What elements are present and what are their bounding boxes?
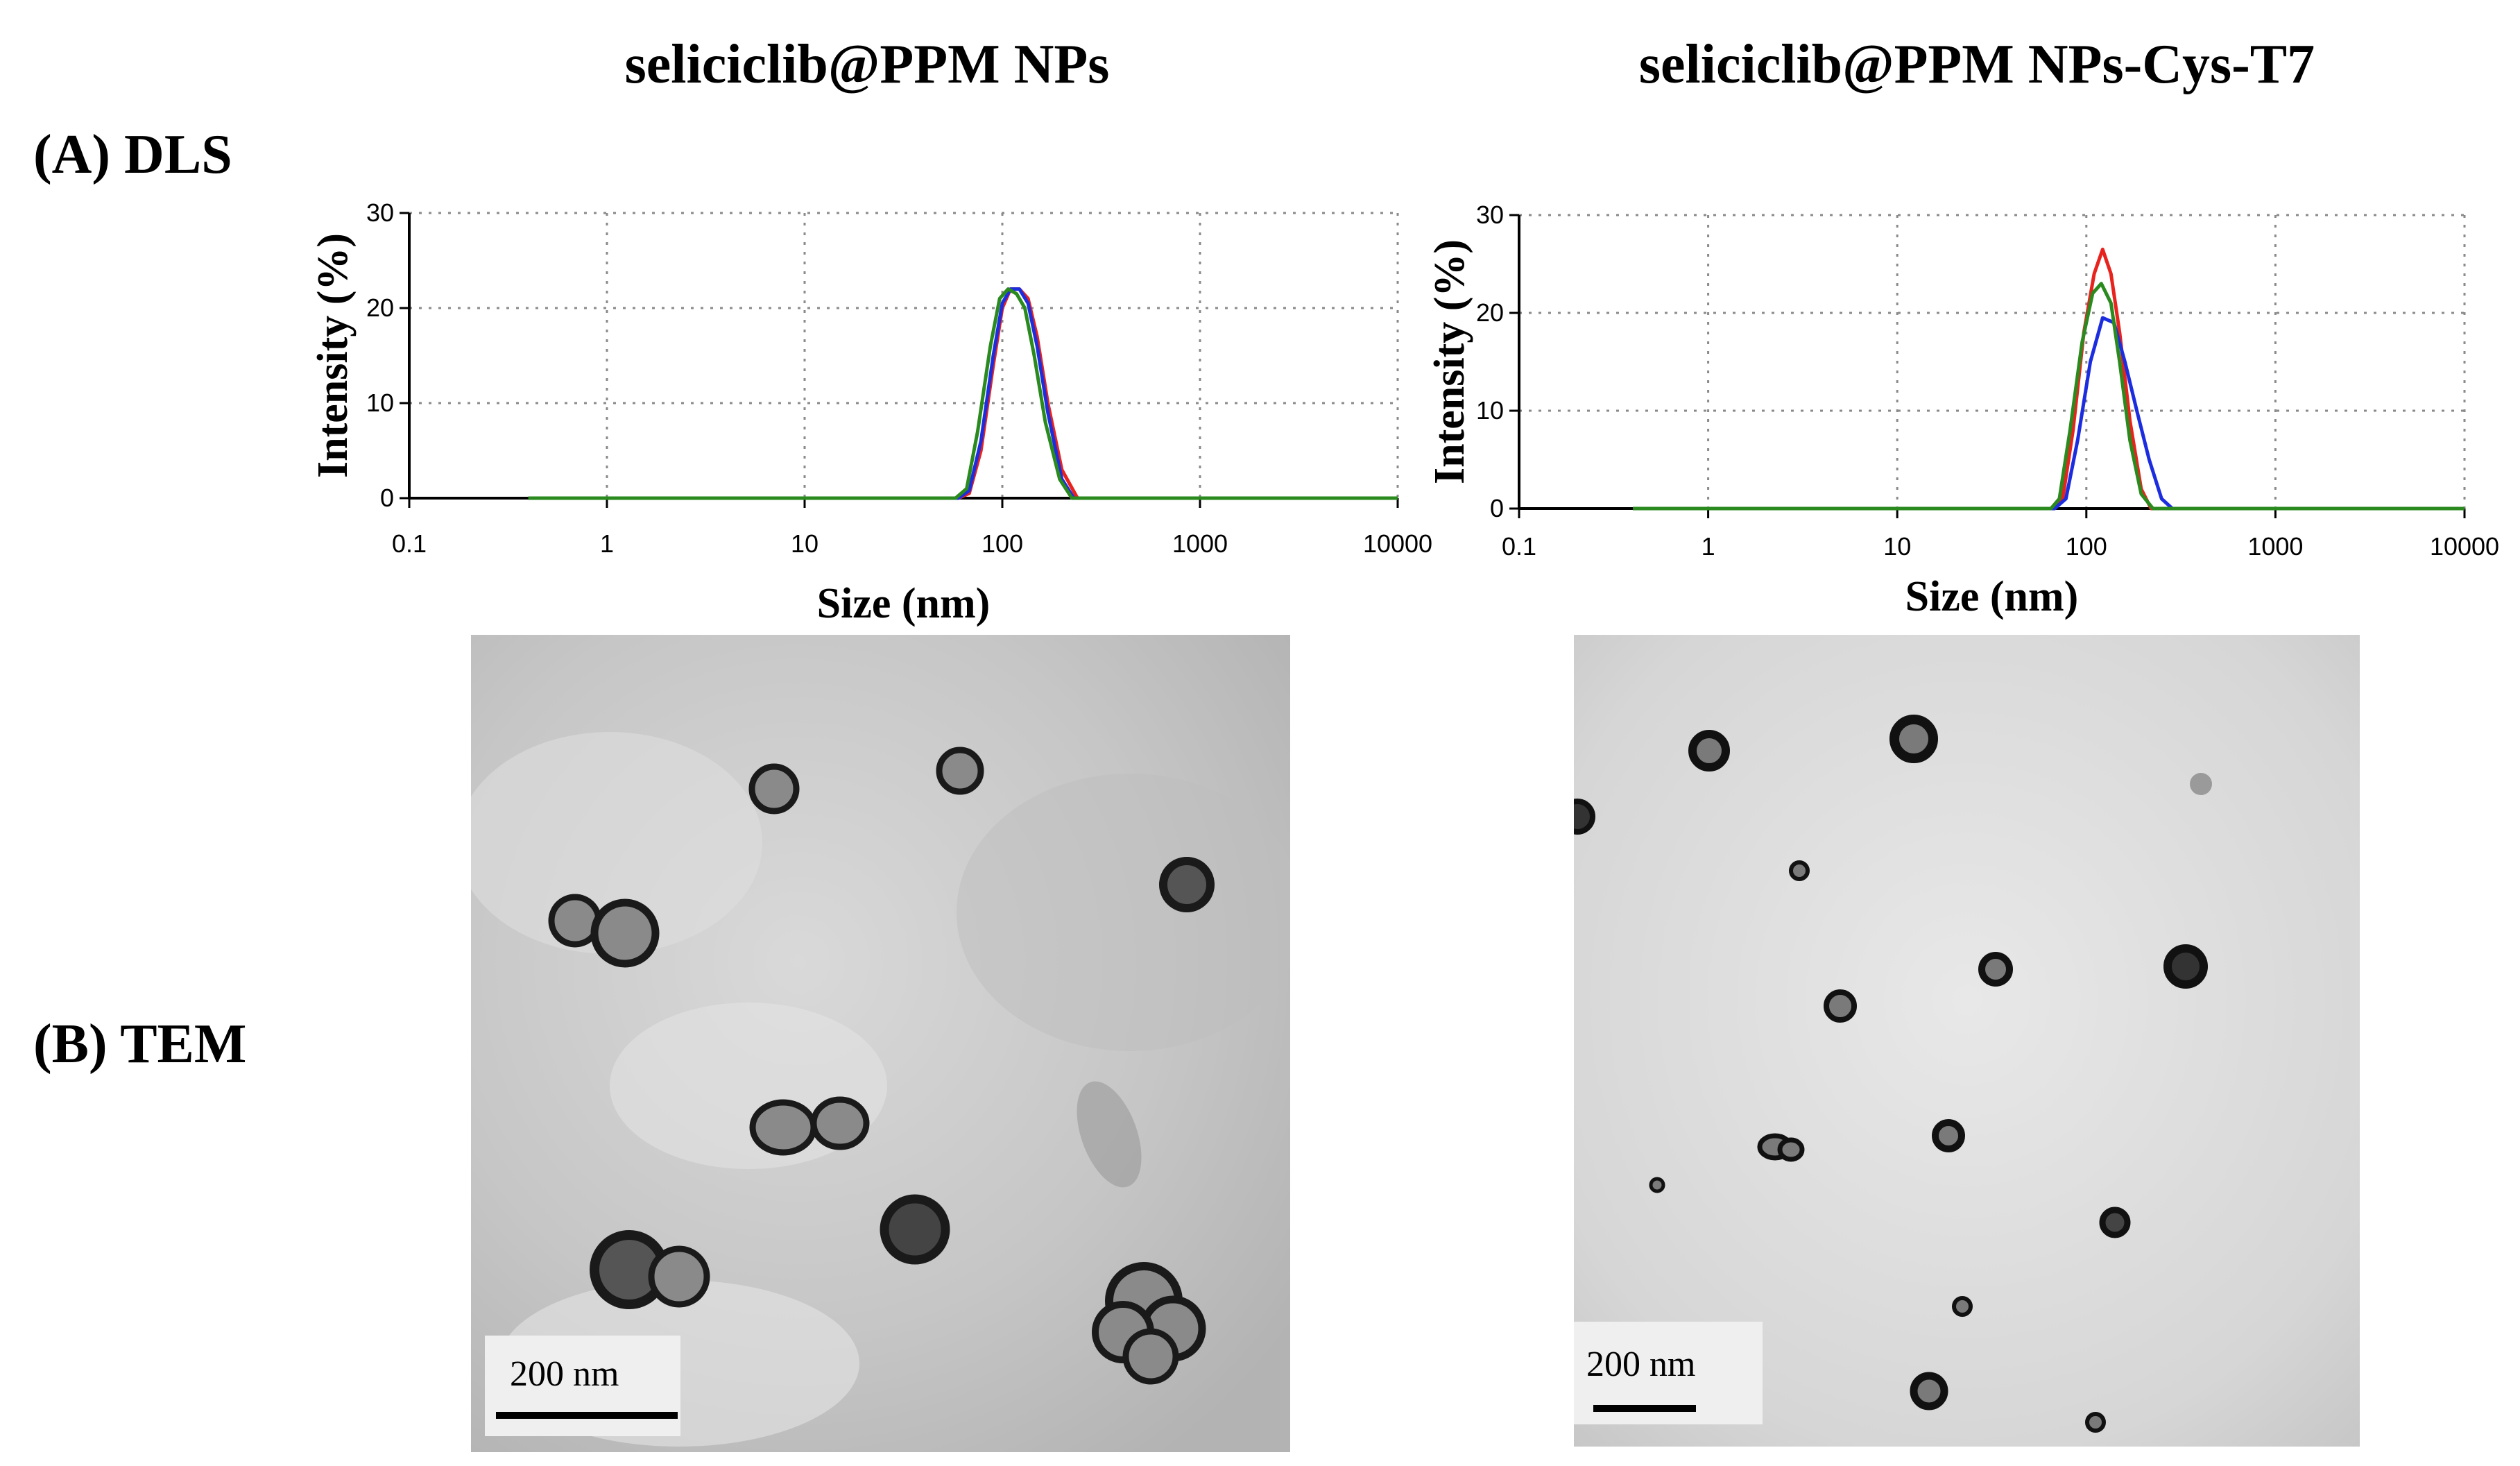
panel-title-left: seliciclib@PPM NPs	[624, 34, 1110, 95]
y-tick-label: 30	[366, 198, 394, 227]
series-line-red	[528, 287, 1398, 500]
row-label-dls: (A) DLS	[33, 124, 232, 185]
series-line-blue	[528, 287, 1398, 500]
tem-image-left: 200 nm	[471, 635, 1290, 1452]
x-axis-title: Size (nm)	[817, 580, 991, 627]
dls-chart-0: 0.1 1 10 100 1000 10000 0 10 20 30 Size (nm) Intens…	[309, 198, 1432, 627]
x-tick-label: 1	[1702, 532, 1715, 561]
x-axis-title: Size (nm)	[1905, 573, 2079, 620]
x-tick-label: 10000	[2430, 532, 2499, 561]
nanoparticles-right	[1574, 715, 2212, 1433]
x-tick-label: 0.1	[392, 529, 427, 558]
series-line-green	[1633, 282, 2465, 511]
scale-box-left	[485, 1336, 680, 1436]
x-tick-label: 0.1	[1502, 532, 1536, 561]
panel-title-right: seliciclib@PPM NPs-Cys-T7	[1638, 34, 2315, 95]
row-label-tem: (B) TEM	[33, 1014, 247, 1075]
y-axis-title: Intensity (%)	[309, 233, 357, 478]
y-tick-label: 20	[366, 293, 394, 322]
x-tick-label: 100	[2066, 532, 2107, 561]
x-tick-label: 1	[600, 529, 614, 558]
nanoparticles-left	[548, 747, 1215, 1385]
tem-image-right: 200 nm	[1574, 635, 2360, 1447]
dls-chart-1: 0.1 1 10 100 1000 10000 0 10 20 30 Size (nm) Intens…	[1426, 201, 2499, 620]
y-tick-label: 10	[1476, 396, 1504, 425]
y-tick-label: 0	[380, 484, 394, 512]
series-line-blue	[1633, 316, 2465, 511]
x-tick-label: 10	[1883, 532, 1911, 561]
scale-bar-left	[496, 1412, 678, 1419]
scale-label-right: 200 nm	[1586, 1345, 1696, 1384]
y-tick-label: 10	[366, 389, 394, 417]
x-tick-label: 1000	[1172, 529, 1228, 558]
scale-label-left: 200 nm	[510, 1354, 619, 1394]
x-tick-label: 1000	[2247, 532, 2303, 561]
x-tick-label: 10000	[1363, 529, 1432, 558]
series-line-green	[528, 287, 1398, 500]
series-line-red	[1633, 247, 2465, 511]
x-tick-label: 10	[791, 529, 818, 558]
scale-bar-right	[1593, 1405, 1696, 1412]
y-tick-label: 20	[1476, 298, 1504, 327]
x-tick-label: 100	[982, 529, 1023, 558]
y-tick-label: 30	[1476, 201, 1504, 229]
y-tick-label: 0	[1490, 494, 1504, 522]
y-axis-title: Intensity (%)	[1426, 239, 1473, 484]
